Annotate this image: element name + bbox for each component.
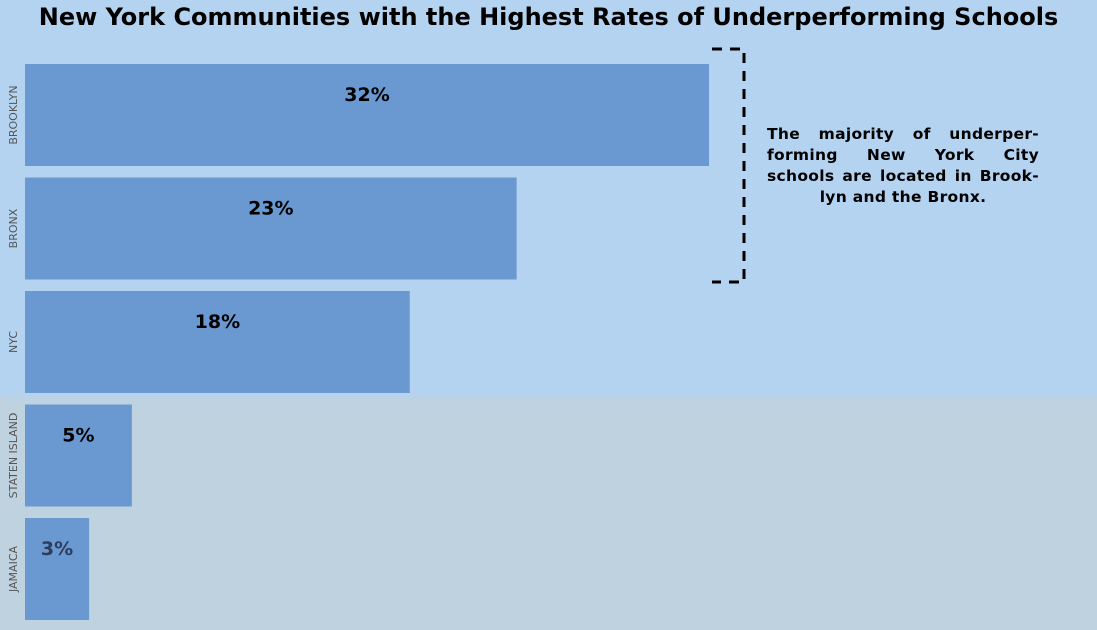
annotation-text: The majority of underper-forming New Yor… [767,125,1039,206]
data-label: 32% [344,84,389,106]
category-label: BROOKLYN [7,85,20,144]
category-label: BRONX [7,208,20,248]
data-label: 18% [195,311,240,333]
bracket-annotation [712,47,746,284]
data-label: 23% [248,198,293,220]
bar-jamaica [25,518,90,620]
category-label: NYC [7,331,20,353]
category-label: STATEN ISLAND [7,413,20,499]
bar-brooklyn [25,64,709,166]
bar-staten-island [25,404,132,507]
background-divider [0,391,1097,403]
data-label: 3% [41,538,73,560]
bar-nyc [25,291,410,393]
chart-title: New York Communities with the Highest Ra… [38,3,1059,31]
data-label: 5% [62,425,94,447]
category-label: JAMAICA [7,546,20,594]
bar-bronx [25,177,517,280]
